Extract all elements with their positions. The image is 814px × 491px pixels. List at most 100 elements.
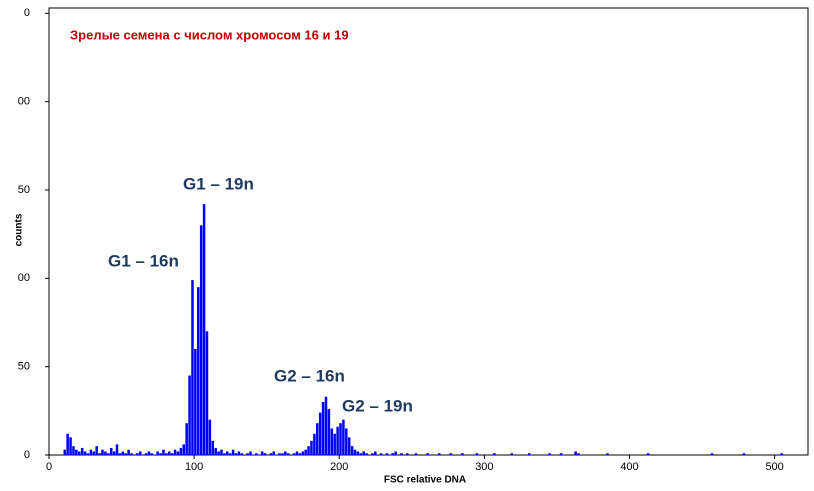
bar bbox=[742, 453, 746, 455]
bar bbox=[255, 453, 258, 455]
bar bbox=[284, 451, 287, 455]
bar bbox=[548, 453, 551, 455]
bar bbox=[98, 453, 101, 455]
bar bbox=[231, 449, 235, 455]
y-tick-label: 0 bbox=[24, 7, 30, 19]
bar bbox=[176, 451, 180, 455]
bar bbox=[75, 449, 78, 455]
bar bbox=[249, 451, 252, 455]
bar bbox=[298, 453, 302, 455]
bar bbox=[237, 451, 241, 455]
bar bbox=[228, 453, 232, 455]
bar bbox=[414, 453, 418, 455]
bar bbox=[217, 451, 220, 455]
bar bbox=[214, 447, 217, 455]
bar bbox=[359, 453, 363, 455]
bar bbox=[345, 428, 348, 455]
bar bbox=[365, 453, 368, 455]
bar bbox=[646, 453, 650, 455]
bar bbox=[246, 453, 249, 455]
bar bbox=[339, 423, 342, 455]
bar bbox=[493, 453, 496, 455]
bar bbox=[188, 375, 191, 455]
bar bbox=[162, 449, 165, 455]
bar bbox=[211, 440, 215, 455]
bar bbox=[336, 426, 339, 455]
bar bbox=[107, 453, 110, 455]
bar bbox=[310, 440, 313, 455]
bar bbox=[136, 453, 139, 455]
annotation: G2 – 19n bbox=[342, 396, 413, 415]
bar bbox=[223, 453, 226, 455]
bar bbox=[170, 453, 174, 455]
bar bbox=[112, 451, 116, 455]
bar bbox=[307, 446, 310, 455]
bar bbox=[374, 451, 377, 455]
bar bbox=[527, 453, 531, 455]
bar bbox=[606, 453, 609, 455]
x-tick-label: 400 bbox=[620, 461, 638, 473]
bar bbox=[371, 453, 374, 455]
bar bbox=[63, 449, 67, 455]
bar bbox=[199, 225, 203, 455]
x-axis-label: FSC relative DNA bbox=[384, 475, 466, 486]
bar bbox=[333, 433, 336, 455]
bar bbox=[89, 449, 93, 455]
bar bbox=[194, 348, 197, 455]
y-tick-label: 50 bbox=[18, 361, 30, 373]
bar bbox=[281, 453, 284, 455]
bar bbox=[173, 449, 177, 455]
bar bbox=[400, 453, 403, 455]
bar bbox=[353, 449, 357, 455]
bar bbox=[80, 447, 84, 455]
x-tick-label: 200 bbox=[330, 461, 348, 473]
bar bbox=[406, 453, 409, 455]
bar bbox=[318, 412, 322, 455]
bar bbox=[394, 451, 397, 455]
bar bbox=[350, 446, 354, 455]
bar bbox=[287, 453, 290, 455]
bar bbox=[379, 453, 383, 455]
bar bbox=[577, 453, 580, 455]
bar bbox=[127, 449, 130, 455]
bar bbox=[301, 451, 305, 455]
bar bbox=[426, 453, 429, 455]
y-axis-label: counts bbox=[14, 213, 25, 246]
y-tick-label: 00 bbox=[18, 96, 30, 108]
bar bbox=[69, 437, 72, 455]
bar bbox=[124, 453, 127, 455]
bar bbox=[324, 396, 328, 455]
annotation: G2 – 16n bbox=[274, 366, 345, 385]
bar bbox=[510, 453, 513, 455]
bar bbox=[202, 204, 206, 455]
bar bbox=[138, 451, 142, 455]
bar bbox=[356, 451, 360, 455]
bar bbox=[330, 428, 334, 455]
bar bbox=[260, 451, 264, 455]
x-tick-label: 500 bbox=[765, 461, 783, 473]
bar bbox=[292, 453, 296, 455]
bar bbox=[182, 444, 186, 455]
bar bbox=[109, 447, 113, 455]
x-tick-label: 100 bbox=[185, 461, 203, 473]
x-tick-label: 300 bbox=[475, 461, 493, 473]
bar bbox=[385, 453, 389, 455]
bar bbox=[574, 451, 577, 455]
bar bbox=[391, 453, 394, 455]
bar bbox=[269, 453, 273, 455]
bar bbox=[321, 401, 325, 455]
bar bbox=[144, 453, 148, 455]
bar bbox=[208, 419, 212, 455]
bar bbox=[437, 453, 441, 455]
bar bbox=[179, 447, 183, 455]
annotation: G1 – 19n bbox=[183, 174, 254, 193]
bar bbox=[347, 437, 351, 455]
bar bbox=[234, 453, 238, 455]
bar bbox=[780, 453, 783, 455]
bar bbox=[66, 433, 69, 455]
bar bbox=[95, 446, 98, 455]
bar bbox=[362, 451, 365, 455]
bar bbox=[101, 449, 104, 455]
bar bbox=[92, 451, 96, 455]
